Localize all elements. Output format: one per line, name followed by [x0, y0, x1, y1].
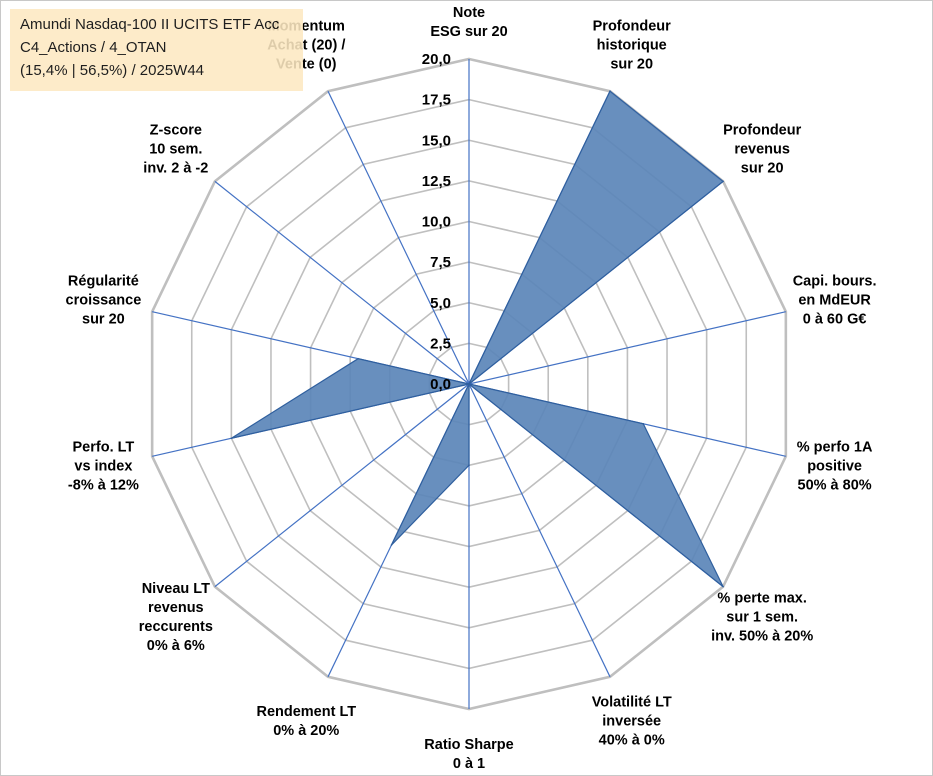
- tick-label-8: 20,0: [422, 51, 451, 68]
- axis-label-line: Rendement LT: [256, 703, 357, 720]
- tick-label-0: 0,0: [430, 376, 451, 393]
- info-box: Amundi Nasdaq-100 II UCITS ETF Acc C4_Ac…: [10, 9, 303, 91]
- axis-label-line: -8% à 12%: [67, 477, 139, 494]
- data-point-5: [722, 585, 724, 588]
- axis-label-line: sur 20: [740, 160, 784, 177]
- axis-label-line: 0% à 6%: [146, 637, 205, 654]
- axis-label-10: Perfo. LT vs index -8% à 12%: [68, 439, 139, 496]
- tick-layer: 0,0 2,5 5,0 7,5 10,0 12,5 15,0 17,5 20,0: [422, 51, 451, 393]
- axis-label-line: positive: [807, 458, 862, 475]
- axis-label-line: Niveau LT: [141, 580, 210, 597]
- tick-label-2: 5,0: [430, 295, 451, 312]
- tick-label-6: 15,0: [422, 132, 451, 149]
- axis-label-0: Note ESG sur 20: [430, 4, 507, 42]
- data-point-1: [609, 90, 611, 92]
- axis-label-3: Capi. bours. en MdEUR 0 à 60 G€: [793, 272, 877, 329]
- data-point-7: [468, 464, 470, 467]
- data-point-4: [642, 422, 645, 425]
- axis-label-line: sur 20: [610, 56, 654, 73]
- axis-label-line: vs index: [74, 458, 133, 475]
- axis-label-line: % perte max.: [717, 590, 807, 607]
- axis-label-line: 0% à 20%: [273, 722, 340, 739]
- axis-label-line: 10 sem.: [149, 141, 203, 158]
- axis-label-line: Profondeur: [723, 122, 802, 139]
- fund-category: C4_Actions / 4_OTAN: [20, 39, 167, 56]
- tick-label-3: 7,5: [430, 254, 451, 271]
- tick-label-7: 17,5: [422, 92, 451, 109]
- series-layer: [230, 90, 725, 588]
- axis-label-line: % perfo 1A: [796, 439, 873, 456]
- fund-stats: (15,4% | 56,5%) / 2025W44: [20, 62, 204, 79]
- axis-label-1: Profondeur historique sur 20: [593, 18, 671, 75]
- tick-label-5: 12,5: [422, 173, 451, 190]
- axis-label-line: 50% à 80%: [797, 477, 872, 494]
- axis-label-line: Note: [452, 5, 486, 21]
- axis-label-line: revenus: [148, 599, 204, 616]
- spoke-13: [327, 90, 470, 385]
- tick-label-1: 2,5: [430, 335, 451, 352]
- axis-label-line: 0 à 1: [452, 756, 486, 772]
- axis-label-5: % perte max. sur 1 sem. inv. 50% à 20%: [711, 589, 813, 646]
- series-area-0: [231, 90, 725, 588]
- axis-label-2: Profondeur revenus sur 20: [723, 122, 801, 179]
- axis-label-12: Z-score 10 sem. inv. 2 à -2: [143, 122, 208, 179]
- axis-label-11: Régularité croissance sur 20: [66, 272, 142, 329]
- axis-label-8: Rendement LT 0% à 20%: [256, 703, 356, 741]
- axis-label-7: Ratio Sharpe 0 à 1: [424, 736, 513, 774]
- axis-label-line: revenus: [734, 141, 790, 158]
- spoke-9: [214, 383, 470, 588]
- axis-label-line: 0 à 60 G€: [802, 311, 867, 328]
- axis-label-line: Régularité: [67, 273, 139, 290]
- spoke-6: [468, 383, 611, 678]
- spoke-3: [468, 311, 786, 385]
- axis-label-line: inv. 50% à 20%: [711, 628, 814, 645]
- axis-label-line: 40% à 0%: [598, 732, 665, 749]
- axis-label-line: inv. 2 à -2: [143, 160, 209, 177]
- axis-label-line: Capi. bours.: [792, 273, 877, 290]
- axis-label-line: ESG sur 20: [430, 24, 508, 40]
- data-point-2: [722, 180, 724, 183]
- axis-label-line: historique: [596, 37, 667, 54]
- axis-label-line: sur 20: [82, 311, 125, 328]
- spoke-12: [214, 180, 470, 385]
- data-point-10: [230, 437, 233, 440]
- data-point-13: [468, 383, 470, 385]
- axis-label-line: Perfo. LT: [72, 439, 135, 456]
- axis-label-line: Profondeur: [592, 18, 671, 35]
- axis-label-line: sur 1 sem.: [726, 609, 799, 626]
- tick-label-4: 10,0: [422, 214, 451, 231]
- axis-label-line: inversée: [602, 713, 662, 730]
- axis-label-line: Ratio Sharpe: [424, 737, 514, 753]
- fund-name: Amundi Nasdaq-100 II UCITS ETF Acc: [20, 16, 280, 33]
- data-point-8: [390, 544, 393, 546]
- axis-label-line: reccurents: [138, 618, 213, 635]
- axis-label-line: Volatilité LT: [591, 694, 672, 711]
- axis-label-4: % perfo 1A positive 50% à 80%: [797, 439, 873, 496]
- axis-label-6: Volatilité LT inversée 40% à 0%: [592, 693, 672, 750]
- axis-label-line: croissance: [65, 292, 142, 309]
- axis-label-line: en MdEUR: [798, 292, 871, 309]
- axis-label-9: Niveau LT revenus reccurents 0% à 6%: [139, 580, 213, 656]
- data-point-11: [357, 357, 359, 360]
- axis-label-line: Z-score: [149, 122, 203, 139]
